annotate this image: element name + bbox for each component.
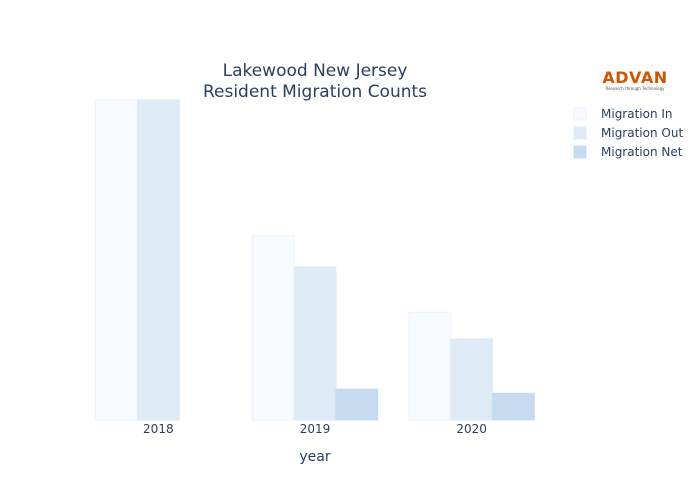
bar-migration-net-2019[interactable] bbox=[335, 388, 379, 421]
chart-title-line-1: Lakewood New Jersey bbox=[223, 61, 408, 81]
bars bbox=[95, 99, 535, 421]
x-axis-title: year bbox=[299, 449, 330, 465]
legend-label: Migration Net bbox=[601, 145, 683, 159]
bar-migration-net-2020[interactable] bbox=[492, 392, 535, 421]
bar-migration-out-2020[interactable] bbox=[450, 338, 494, 421]
x-tick-label: 2019 bbox=[300, 422, 331, 436]
bar-migration-in-2019[interactable] bbox=[251, 235, 295, 421]
chart-title-line-2: Resident Migration Counts bbox=[203, 82, 427, 102]
legend-swatch bbox=[573, 107, 587, 121]
legend[interactable]: Migration In Migration Out Migration Net bbox=[573, 107, 683, 159]
logo-wordmark: ADVAN bbox=[602, 68, 667, 87]
legend-item-migration-net[interactable]: Migration Net bbox=[573, 145, 683, 159]
bar-migration-in-2020[interactable] bbox=[408, 311, 452, 421]
legend-item-migration-in[interactable]: Migration In bbox=[573, 107, 673, 121]
legend-swatch bbox=[573, 126, 587, 140]
legend-label: Migration In bbox=[601, 107, 673, 121]
chart-title: Lakewood New Jersey Resident Migration C… bbox=[203, 61, 427, 102]
x-axis-ticks: 2018 2019 2020 bbox=[143, 422, 487, 436]
x-tick-label: 2018 bbox=[143, 422, 174, 436]
bar-migration-out-2018[interactable] bbox=[136, 99, 180, 421]
legend-label: Migration Out bbox=[601, 126, 683, 140]
bar-migration-in-2018[interactable] bbox=[95, 99, 138, 421]
legend-item-migration-out[interactable]: Migration Out bbox=[573, 126, 683, 140]
advan-logo: ADVAN Research through Technology bbox=[602, 68, 667, 91]
legend-swatch bbox=[573, 145, 587, 159]
bar-migration-out-2019[interactable] bbox=[293, 266, 337, 421]
x-tick-label: 2020 bbox=[456, 422, 487, 436]
logo-tagline: Research through Technology bbox=[605, 86, 665, 91]
